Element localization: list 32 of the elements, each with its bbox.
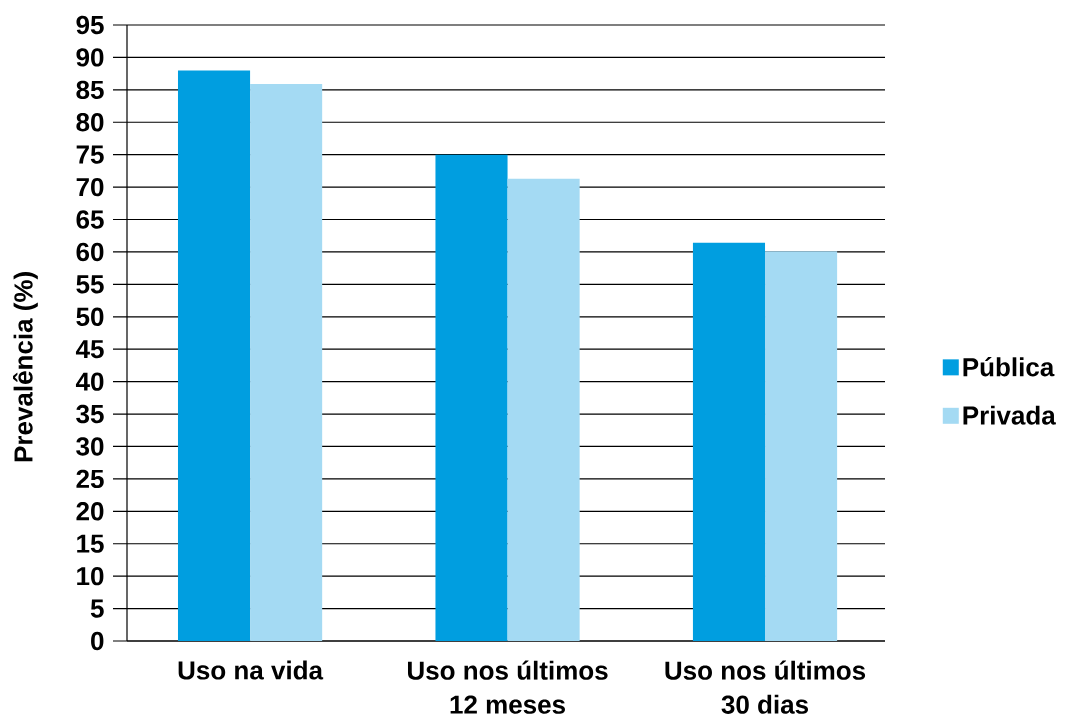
- x-tick-label: Uso nos últimos 12 meses: [407, 660, 608, 714]
- y-tick-label: 80: [76, 113, 104, 132]
- y-tick-label: 10: [77, 566, 104, 586]
- y-tick-label: 0: [91, 631, 104, 651]
- y-tick-label: 40: [75, 372, 104, 391]
- y-tick-label: 60: [76, 242, 104, 262]
- y-tick-label: 55: [76, 275, 104, 294]
- y-tick-label: 95: [76, 15, 104, 35]
- y-tick-label: 35: [76, 404, 104, 424]
- bar: [250, 84, 323, 641]
- y-tick-label: 85: [76, 80, 104, 100]
- y-tick-label: 25: [76, 469, 104, 489]
- y-tick-label: 20: [76, 502, 104, 521]
- y-tick-label: 90: [76, 48, 104, 67]
- y-tick-label: 65: [76, 210, 104, 229]
- bar: [507, 178, 580, 641]
- y-tick-label: 70: [76, 177, 104, 197]
- bar: [765, 251, 838, 641]
- y-tick-label: 75: [76, 145, 104, 164]
- legend-label: Pública: [963, 357, 1055, 377]
- y-tick-label: 5: [90, 599, 104, 618]
- bar: [435, 154, 508, 641]
- y-tick-label: 30: [76, 437, 104, 456]
- legend-label: Privada: [963, 405, 1056, 425]
- x-tick-label: Uso na vida: [178, 660, 324, 680]
- y-tick-label: 45: [75, 340, 104, 359]
- y-tick-label: 15: [77, 534, 104, 553]
- bar: [692, 242, 766, 641]
- bar: [177, 70, 251, 641]
- y-axis-title: Prevalência (%): [13, 272, 38, 462]
- y-tick-label: 50: [76, 307, 104, 326]
- x-tick-label: Uso nos últimos 30 dias: [665, 660, 866, 714]
